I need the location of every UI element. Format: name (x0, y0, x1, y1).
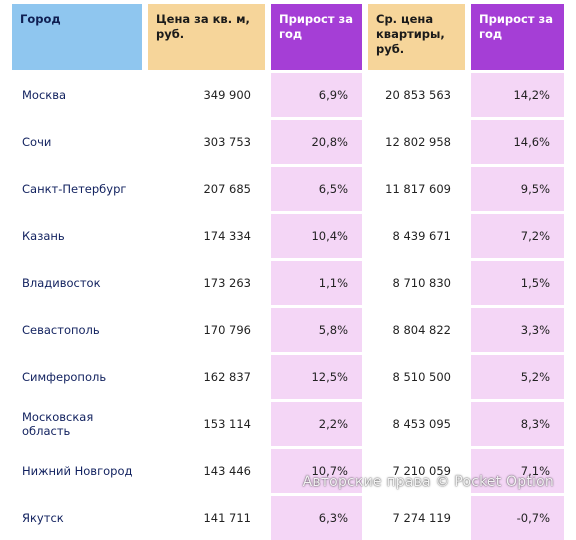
city-cell: Казань (22, 229, 65, 243)
avg-price-cell: 20 853 563 (385, 88, 451, 102)
city-cell: Симферополь (22, 370, 107, 384)
price-per-sqm-cell: 349 900 (203, 88, 251, 102)
header-growth-sqm: Прирост за год (271, 4, 362, 70)
growth-sqm-cell: 6,5% (271, 167, 362, 211)
city-cell: Сочи (22, 135, 52, 149)
growth-sqm-cell: 1,1% (271, 261, 362, 305)
growth-sqm-cell: 6,3% (271, 496, 362, 540)
growth-avg-cell: 14,6% (471, 120, 564, 164)
price-per-sqm-cell: 153 114 (203, 417, 251, 431)
price-per-sqm-cell: 141 711 (203, 511, 251, 525)
growth-sqm-cell: 10,4% (271, 214, 362, 258)
price-per-sqm-cell: 174 334 (203, 229, 251, 243)
city-cell: Якутск (22, 511, 64, 525)
growth-avg-cell: 5,2% (471, 355, 564, 399)
growth-avg-cell: 3,3% (471, 308, 564, 352)
avg-price-cell: 8 439 671 (392, 229, 451, 243)
header-avg-price: Ср. цена квартиры, руб. (368, 4, 465, 70)
price-per-sqm-cell: 143 446 (203, 464, 251, 478)
price-per-sqm-cell: 170 796 (203, 323, 251, 337)
city-cell: Владивосток (22, 276, 101, 290)
growth-sqm-cell: 5,8% (271, 308, 362, 352)
avg-price-cell: 8 453 095 (392, 417, 451, 431)
growth-avg-cell: 9,5% (471, 167, 564, 211)
city-cell: Санкт-Петербург (22, 182, 127, 196)
avg-price-cell: 8 804 822 (392, 323, 451, 337)
growth-sqm-cell: 12,5% (271, 355, 362, 399)
city-cell: Севастополь (22, 323, 100, 337)
price-per-sqm-cell: 207 685 (203, 182, 251, 196)
header-city: Город (12, 4, 142, 70)
avg-price-cell: 8 710 830 (392, 276, 451, 290)
growth-avg-cell: 7,2% (471, 214, 564, 258)
growth-avg-cell: 7,1% (471, 449, 564, 493)
growth-avg-cell: 8,3% (471, 402, 564, 446)
growth-sqm-cell: 10,7% (271, 449, 362, 493)
real-estate-price-table: Город Цена за кв. м, руб. Прирост за год… (12, 4, 564, 540)
price-per-sqm-cell: 162 837 (203, 370, 251, 384)
city-cell: Московская область (22, 410, 94, 438)
price-per-sqm-cell: 173 263 (203, 276, 251, 290)
city-cell: Москва (22, 88, 67, 102)
growth-avg-cell: 1,5% (471, 261, 564, 305)
avg-price-cell: 8 510 500 (392, 370, 451, 384)
growth-sqm-cell: 6,9% (271, 73, 362, 117)
copyright-watermark: Авторские права © Pocket Option (302, 474, 554, 490)
avg-price-cell: 11 817 609 (385, 182, 451, 196)
avg-price-cell: 12 802 958 (385, 135, 451, 149)
growth-avg-cell: 14,2% (471, 73, 564, 117)
growth-sqm-cell: 2,2% (271, 402, 362, 446)
growth-avg-cell: -0,7% (471, 496, 564, 540)
avg-price-cell: 7 274 119 (392, 511, 451, 525)
price-per-sqm-cell: 303 753 (203, 135, 251, 149)
avg-price-cell: 7 210 059 (392, 464, 451, 478)
growth-sqm-cell: 20,8% (271, 120, 362, 164)
city-cell: Нижний Новгород (22, 464, 133, 478)
header-price-per-sqm: Цена за кв. м, руб. (148, 4, 265, 70)
header-growth-avg: Прирост за год (471, 4, 564, 70)
